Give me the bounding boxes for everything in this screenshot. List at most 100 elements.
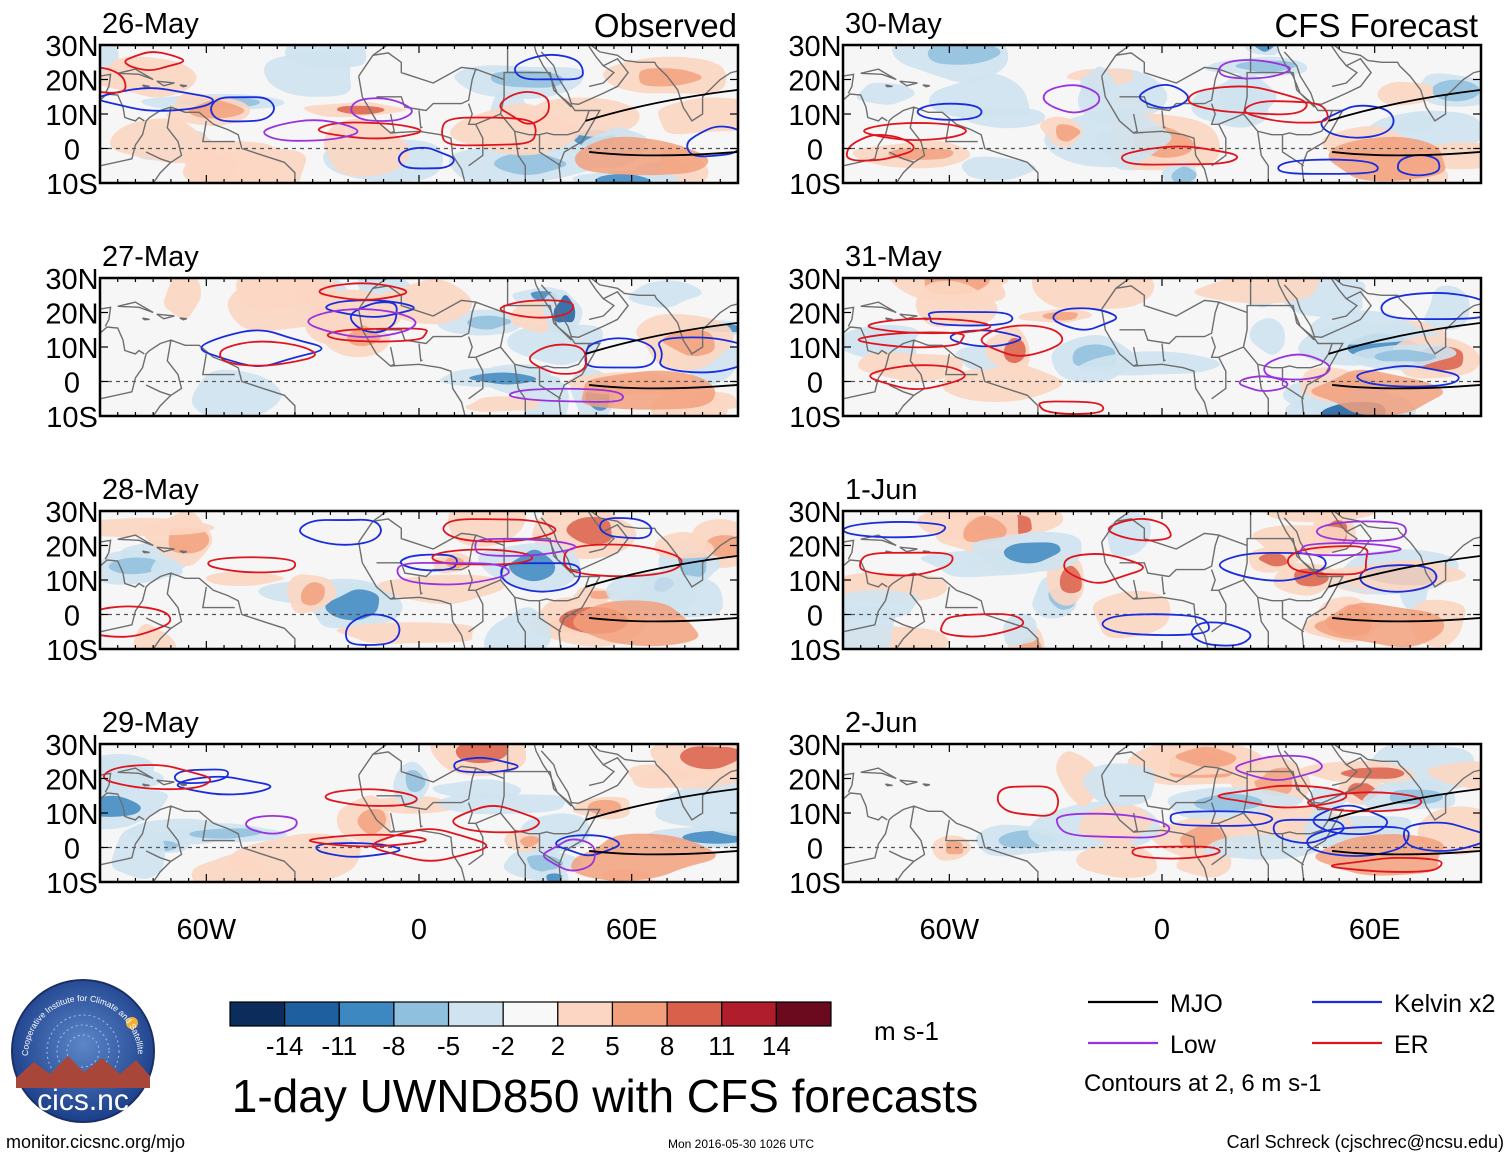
colorbar: -14 -11 -8 -5 -2 2 5 8 11 14	[229, 1001, 832, 1061]
kelvin-x2-contour	[1380, 292, 1481, 321]
er-contour	[857, 331, 965, 349]
anomaly-core	[1258, 552, 1288, 567]
colorbar-swatch	[666, 1001, 723, 1027]
easterly-anomaly	[628, 280, 702, 308]
anomaly-core	[595, 173, 652, 183]
er-contour	[103, 764, 212, 791]
er-contour	[100, 66, 127, 94]
kelvin-x2-contour	[299, 518, 382, 546]
kelvin-x2-contour	[1359, 564, 1438, 593]
colorbar-swatch	[775, 1001, 832, 1027]
y-tick-label: 0	[807, 601, 823, 633]
westerly-anomaly	[323, 118, 410, 177]
kelvin-x2-contour	[514, 53, 584, 81]
legend-label: ER	[1394, 1031, 1429, 1059]
low-contour	[474, 537, 577, 557]
low-contour	[1055, 812, 1171, 839]
westerly-anomaly	[236, 278, 338, 311]
kelvin-x2-contour	[1272, 818, 1345, 844]
easterly-anomaly	[1249, 318, 1285, 355]
mjo-contour	[1332, 617, 1481, 623]
er-contour	[940, 613, 1025, 638]
er-contour	[219, 340, 316, 367]
y-tick-label: 10N	[45, 799, 98, 831]
panel-date-label: 29-May	[102, 707, 199, 739]
legend-label: Low	[1170, 1031, 1217, 1059]
er-contour	[1063, 553, 1144, 584]
er-contour	[1244, 100, 1329, 124]
panel-date-label: 27-May	[102, 241, 199, 273]
website-link[interactable]: monitor.cicsnc.org/mjo	[6, 1132, 186, 1152]
y-tick-label: 0	[807, 135, 823, 167]
map-panel	[98, 742, 740, 884]
kelvin-x2-contour	[345, 613, 401, 646]
anomaly-core	[1042, 311, 1078, 321]
y-tick-label: 0	[807, 834, 823, 866]
anomaly-core	[1340, 767, 1405, 779]
map-panel	[98, 43, 740, 185]
anomaly-core	[509, 549, 556, 582]
forecast-label: CFS Forecast	[1274, 7, 1478, 44]
er-contour	[1038, 400, 1105, 415]
y-tick-label: 10N	[45, 100, 98, 132]
anomaly-core	[1254, 45, 1274, 52]
westerly-anomaly	[133, 623, 176, 649]
easterly-anomaly	[483, 607, 552, 649]
anomaly-core	[587, 799, 622, 815]
y-tick-label: 0	[64, 135, 80, 167]
westerly-anomaly	[915, 280, 998, 328]
observed-label: Observed	[594, 7, 737, 44]
mjo-contour	[1328, 321, 1481, 355]
mjo-contour	[1332, 850, 1481, 856]
easterly-anomaly	[284, 45, 367, 68]
panel-date-label: 31-May	[845, 241, 942, 273]
westerly-anomaly	[657, 97, 738, 135]
logo-sun-icon	[126, 1017, 138, 1029]
er-contour	[207, 556, 297, 574]
anomaly-core	[188, 100, 245, 119]
legend-label: Kelvin x2	[1394, 990, 1495, 1018]
anomaly-core	[526, 854, 564, 872]
kelvin-x2-contour	[100, 87, 214, 112]
anomaly-core	[1003, 542, 1061, 564]
y-tick-label: 10N	[788, 100, 841, 132]
anomaly-core	[455, 744, 509, 764]
y-tick-label: 20N	[45, 299, 98, 331]
westerly-anomaly	[1194, 278, 1321, 304]
colorbar-tick-label: -11	[321, 1031, 357, 1061]
er-contour	[863, 122, 967, 142]
mjo-contour	[585, 787, 738, 821]
kelvin-x2-contour	[1320, 104, 1395, 139]
panel-date-label: 28-May	[102, 474, 199, 506]
coastline	[100, 45, 738, 183]
anomaly-core	[1175, 746, 1237, 768]
anomaly-core	[1431, 79, 1481, 102]
colorbar-swatch	[611, 1001, 668, 1027]
y-tick-label: 30N	[45, 497, 98, 529]
anomaly-core	[300, 582, 325, 606]
y-tick-label: 30N	[788, 31, 841, 63]
x-tick-label: 0	[1154, 914, 1170, 946]
y-tick-label: 20N	[788, 66, 841, 98]
kelvin-x2-contour	[1138, 84, 1189, 109]
anomaly-core	[945, 841, 964, 855]
colorbar-tick-label: 2	[551, 1031, 565, 1061]
y-tick-label: 30N	[788, 264, 841, 296]
y-tick-label: 10N	[788, 799, 841, 831]
mjo-contour	[585, 88, 738, 122]
y-tick-label: 10N	[45, 333, 98, 365]
y-tick-label: 0	[64, 834, 80, 866]
panel-date-label: 30-May	[845, 8, 942, 40]
kelvin-x2-contour	[927, 310, 1014, 327]
er-contour	[1121, 145, 1239, 166]
y-tick-label: 10S	[789, 868, 841, 900]
colorbar-swatch	[557, 1001, 614, 1027]
easterly-anomaly	[150, 557, 183, 578]
coastline	[843, 278, 1481, 416]
low-contour	[245, 814, 298, 835]
map-panel	[841, 276, 1483, 418]
mjo-contour	[585, 554, 738, 588]
map-panel	[841, 742, 1483, 884]
er-contour	[980, 324, 1064, 357]
y-tick-label: 20N	[45, 66, 98, 98]
